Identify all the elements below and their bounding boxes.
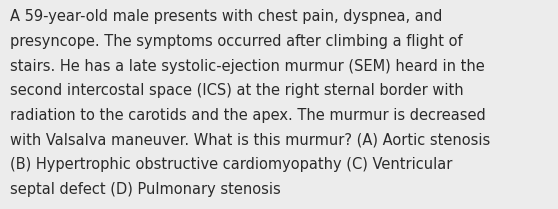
Text: with Valsalva maneuver. What is this murmur? (A) Aortic stenosis: with Valsalva maneuver. What is this mur… [10, 133, 490, 148]
Text: presyncope. The symptoms occurred after climbing a flight of: presyncope. The symptoms occurred after … [10, 34, 463, 49]
Text: second intercostal space (ICS) at the right sternal border with: second intercostal space (ICS) at the ri… [10, 83, 464, 98]
Text: septal defect (D) Pulmonary stenosis: septal defect (D) Pulmonary stenosis [10, 182, 281, 197]
Text: stairs. He has a late systolic-ejection murmur (SEM) heard in the: stairs. He has a late systolic-ejection … [10, 59, 485, 74]
Text: A 59-year-old male presents with chest pain, dyspnea, and: A 59-year-old male presents with chest p… [10, 9, 442, 24]
Text: radiation to the carotids and the apex. The murmur is decreased: radiation to the carotids and the apex. … [10, 108, 486, 123]
Text: (B) Hypertrophic obstructive cardiomyopathy (C) Ventricular: (B) Hypertrophic obstructive cardiomyopa… [10, 157, 453, 172]
